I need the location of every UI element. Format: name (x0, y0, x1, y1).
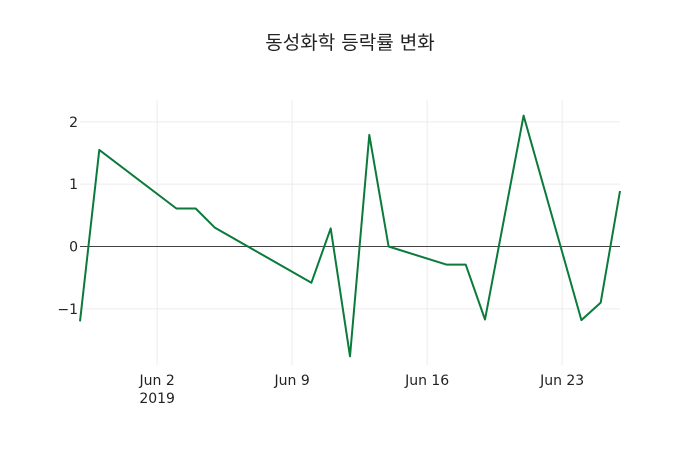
y-axis-ticks: −1 0 1 2 (57, 115, 78, 318)
x-axis-ticks: Jun 2 2019 Jun 9 Jun 16 Jun 23 (139, 373, 585, 407)
chart-title: 동성화학 등락률 변화 (265, 32, 434, 54)
y-tick-label: 1 (69, 177, 78, 193)
y-tick-label: 0 (69, 240, 78, 256)
x-tick-label: Jun 23 (539, 373, 584, 389)
series-layer (79, 114, 621, 358)
series-line (79, 114, 621, 358)
x-tick-label: Jun 16 (404, 373, 449, 389)
x-tick-label: Jun 2 (139, 373, 175, 389)
y-tick-label: 2 (69, 115, 78, 131)
grid-layer (80, 100, 620, 365)
x-tick-year-label: 2019 (139, 391, 175, 407)
x-tick-label: Jun 9 (274, 373, 310, 389)
y-tick-label: −1 (57, 302, 78, 318)
